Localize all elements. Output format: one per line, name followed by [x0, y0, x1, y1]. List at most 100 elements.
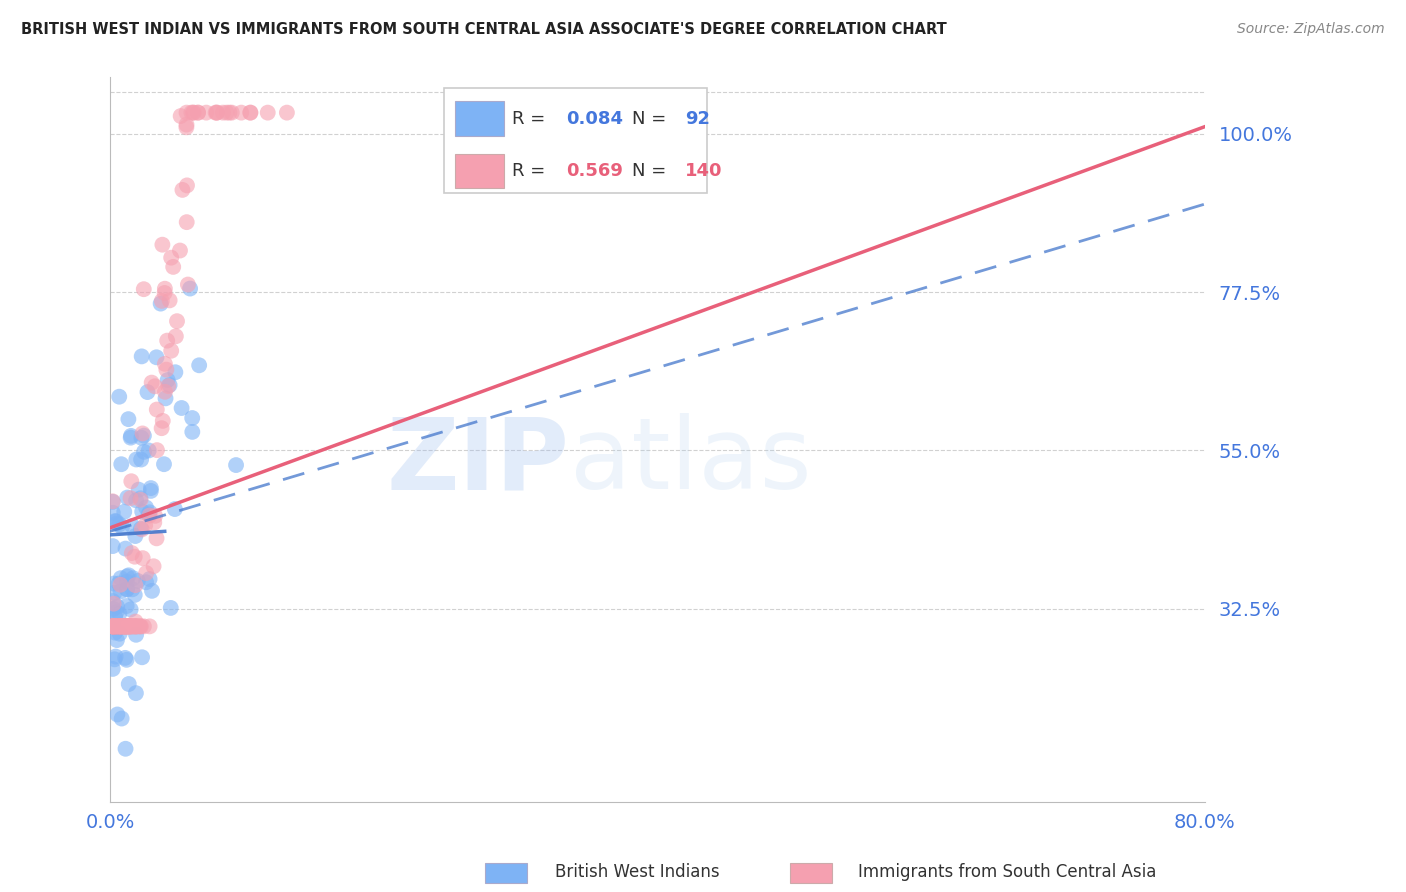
Point [176, 118, 198, 132]
Point [143, 516, 166, 530]
Point [139, 483, 162, 498]
Point [176, 215, 198, 229]
Point [129, 619, 152, 633]
Point [159, 601, 181, 615]
Text: 0.084: 0.084 [567, 110, 623, 128]
Point [105, 619, 128, 633]
Point [156, 373, 179, 387]
Point [114, 619, 136, 633]
Point [138, 443, 160, 458]
Point [129, 452, 152, 467]
Point [101, 619, 124, 633]
Point [115, 582, 138, 596]
Point [121, 519, 143, 533]
Point [120, 431, 142, 445]
Point [104, 619, 127, 633]
Text: atlas: atlas [569, 413, 811, 510]
Point [159, 378, 181, 392]
Point [172, 183, 194, 197]
Point [152, 414, 174, 428]
Point [118, 619, 141, 633]
Point [104, 619, 127, 633]
Point [122, 571, 145, 585]
Point [124, 529, 146, 543]
Point [146, 402, 169, 417]
Point [122, 619, 145, 633]
Point [101, 594, 124, 608]
Point [188, 359, 211, 373]
Point [101, 619, 124, 633]
Point [138, 572, 160, 586]
Point [108, 619, 131, 633]
Point [108, 390, 131, 404]
Point [165, 365, 187, 379]
Point [117, 619, 139, 633]
Point [107, 619, 129, 633]
Point [131, 551, 153, 566]
Point [110, 457, 132, 471]
Point [105, 633, 128, 648]
Point [111, 619, 134, 633]
Point [134, 518, 156, 533]
Point [125, 619, 148, 633]
Point [101, 619, 124, 633]
Point [456, 105, 478, 120]
Point [162, 260, 184, 274]
Point [181, 105, 204, 120]
Point [124, 588, 146, 602]
FancyBboxPatch shape [454, 153, 505, 188]
Point [120, 491, 142, 505]
Point [111, 520, 134, 534]
Point [131, 505, 153, 519]
Text: ZIP: ZIP [387, 413, 569, 510]
Point [112, 505, 135, 519]
Point [120, 602, 142, 616]
Point [101, 494, 124, 508]
Point [143, 379, 166, 393]
Point [153, 457, 176, 471]
Point [117, 619, 139, 633]
Point [120, 619, 142, 633]
Point [177, 277, 200, 292]
Point [205, 105, 228, 120]
Point [131, 426, 153, 441]
Point [159, 293, 181, 308]
Point [105, 707, 128, 722]
Point [114, 651, 136, 665]
Point [103, 602, 125, 616]
Point [127, 574, 149, 588]
Point [138, 508, 160, 522]
Point [135, 500, 157, 515]
Point [115, 619, 138, 633]
Point [149, 296, 172, 310]
Point [104, 619, 127, 633]
Point [239, 105, 262, 120]
Point [114, 619, 136, 633]
Point [104, 514, 127, 528]
Point [101, 619, 124, 633]
Point [132, 445, 155, 459]
Point [118, 619, 141, 633]
Point [110, 571, 132, 585]
Point [135, 566, 157, 580]
Point [105, 619, 128, 633]
Point [108, 619, 131, 633]
Point [110, 619, 132, 633]
Point [215, 105, 238, 120]
Point [104, 625, 127, 640]
Point [150, 237, 173, 252]
Point [125, 686, 148, 700]
Point [117, 619, 139, 633]
Point [165, 329, 187, 343]
Text: R =: R = [512, 110, 551, 128]
Text: N =: N = [633, 110, 672, 128]
Point [110, 619, 132, 633]
Point [114, 619, 136, 633]
FancyBboxPatch shape [454, 102, 505, 136]
Point [108, 626, 131, 640]
Point [124, 619, 146, 633]
Text: Immigrants from South Central Asia: Immigrants from South Central Asia [858, 863, 1156, 881]
Point [117, 491, 139, 505]
Text: 0.569: 0.569 [567, 162, 623, 180]
Point [103, 586, 125, 600]
